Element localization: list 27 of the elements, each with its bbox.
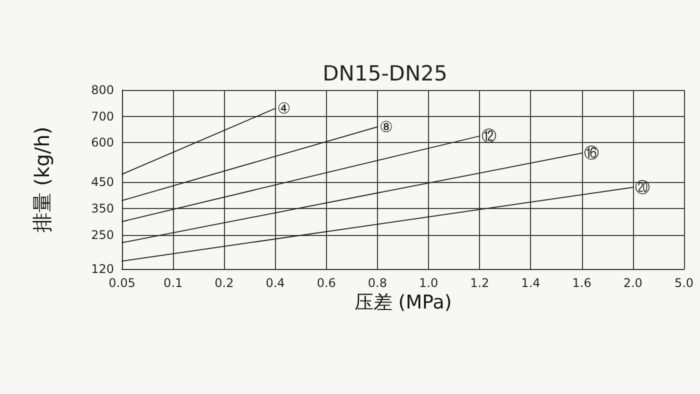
x-axis-title: 压差 (MPa) bbox=[354, 292, 452, 314]
y-tick-label: 700 bbox=[91, 109, 114, 124]
x-tick-label: 0.05 bbox=[108, 276, 136, 290]
y-tick-label: 120 bbox=[91, 262, 114, 276]
x-tick-label: 1.4 bbox=[521, 276, 540, 290]
x-tick-label: 0.2 bbox=[214, 276, 234, 290]
series-label: ⑳ bbox=[634, 178, 650, 196]
y-tick-label: 600 bbox=[91, 136, 114, 150]
x-tick-label: 0.1 bbox=[164, 276, 183, 290]
series-label: ⑧ bbox=[379, 118, 393, 136]
y-tick-label: 250 bbox=[91, 228, 114, 242]
series-label: ⑯ bbox=[584, 144, 599, 162]
x-tick-label: 1.0 bbox=[419, 276, 438, 290]
y-tick-label: 350 bbox=[91, 201, 114, 216]
x-tick-label: 1.2 bbox=[470, 276, 490, 290]
x-tick-label: 0.8 bbox=[368, 276, 387, 290]
x-tick-label: 0.4 bbox=[266, 276, 285, 290]
x-tick-label: 5.0 bbox=[674, 276, 694, 290]
y-axis-title: 排量 (kg/h) bbox=[30, 126, 54, 232]
x-tick-label: 1.6 bbox=[572, 276, 592, 290]
series-label: ④ bbox=[277, 99, 291, 118]
x-tick-label: 0.6 bbox=[316, 276, 336, 290]
y-tick-label: 450 bbox=[91, 175, 114, 190]
series-label: ⑫ bbox=[482, 127, 497, 146]
x-tick-label: 2.0 bbox=[623, 276, 642, 290]
chart-title: DN15-DN25 bbox=[322, 62, 448, 86]
y-tick-label: 800 bbox=[91, 83, 114, 97]
